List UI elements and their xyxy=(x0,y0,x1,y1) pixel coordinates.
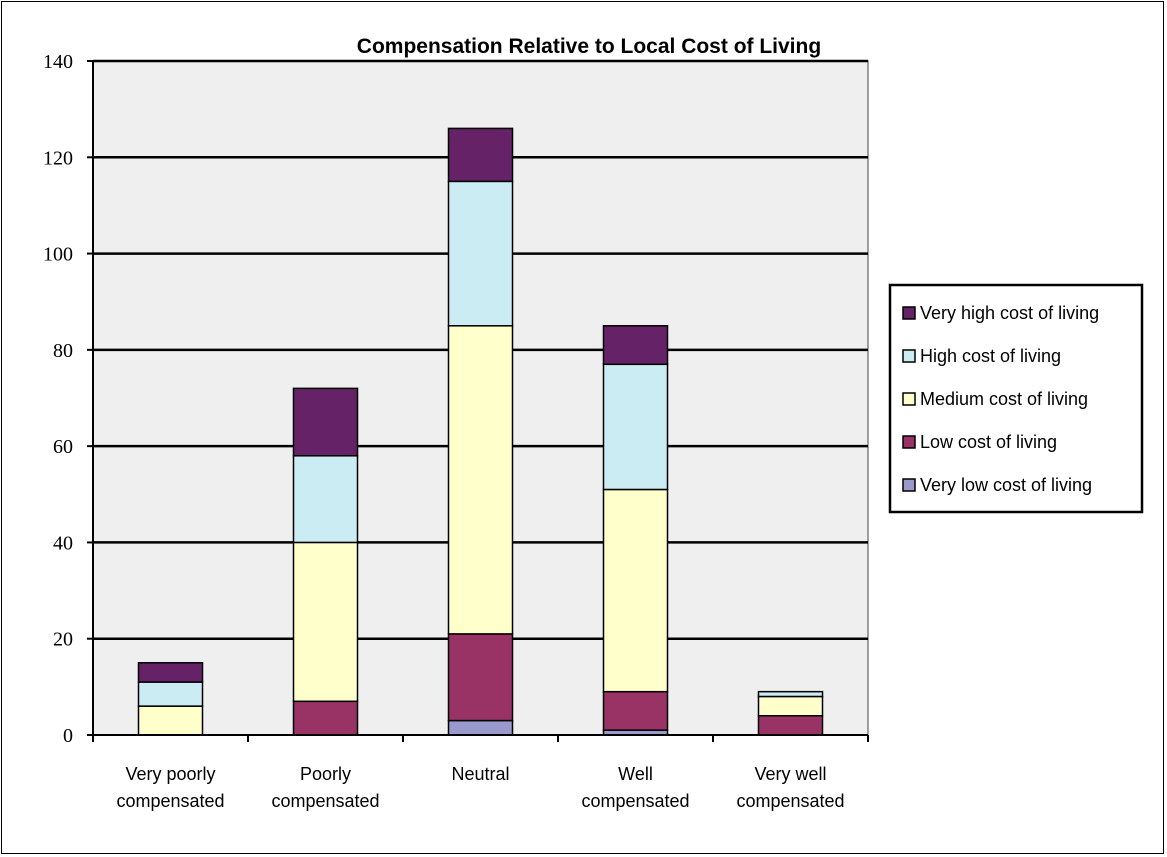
x-tick-label: compensated xyxy=(736,791,844,811)
legend-label: Low cost of living xyxy=(920,432,1057,452)
bar-very-low-cost-of-living-2 xyxy=(447,719,514,736)
bar-low-cost-of-living-2 xyxy=(447,633,514,722)
y-tick-label: 140 xyxy=(43,51,73,73)
legend xyxy=(888,283,1144,514)
x-tick-label: Very well xyxy=(754,764,826,784)
legend-swatch xyxy=(902,478,916,492)
bar-medium-cost-of-living-3 xyxy=(602,488,669,693)
bar-very-high-cost-of-living-0 xyxy=(137,662,204,683)
x-tick-label: Poorly xyxy=(300,764,351,784)
y-tick-label: 120 xyxy=(43,147,73,169)
bar-medium-cost-of-living-1 xyxy=(292,541,359,703)
bar-high-cost-of-living-0 xyxy=(137,681,204,707)
bar-high-cost-of-living-4 xyxy=(757,690,824,698)
legend-label: Very high cost of living xyxy=(920,303,1099,323)
x-tick-label: Neutral xyxy=(451,764,509,784)
bar-medium-cost-of-living-4 xyxy=(757,695,824,717)
y-tick-label: 0 xyxy=(63,725,73,747)
legend-label: Very low cost of living xyxy=(920,475,1092,495)
y-tick-label: 40 xyxy=(53,532,73,554)
bar-high-cost-of-living-1 xyxy=(292,455,359,544)
bar-very-high-cost-of-living-1 xyxy=(292,387,359,457)
chart-title: Compensation Relative to Local Cost of L… xyxy=(357,35,821,58)
bar-high-cost-of-living-3 xyxy=(602,363,669,491)
bar-low-cost-of-living-1 xyxy=(292,700,359,736)
x-tick-label: Very poorly xyxy=(125,764,215,784)
legend-swatch xyxy=(902,392,916,406)
bar-high-cost-of-living-2 xyxy=(447,180,514,327)
bar-low-cost-of-living-3 xyxy=(602,690,669,731)
bar-medium-cost-of-living-0 xyxy=(137,705,204,736)
x-tick-label: compensated xyxy=(581,791,689,811)
y-tick-label: 100 xyxy=(43,244,73,266)
legend-swatch xyxy=(902,349,916,363)
bar-medium-cost-of-living-2 xyxy=(447,325,514,635)
y-tick-label: 20 xyxy=(53,629,73,651)
bar-very-high-cost-of-living-2 xyxy=(447,127,514,183)
x-tick-label: compensated xyxy=(116,791,224,811)
legend-label: High cost of living xyxy=(920,346,1061,366)
legend-swatch xyxy=(902,306,916,320)
legend-swatch xyxy=(902,435,916,449)
y-tick-label: 80 xyxy=(53,340,73,362)
x-tick-label: Well xyxy=(618,764,653,784)
x-tick-label: compensated xyxy=(271,791,379,811)
y-tick-label: 60 xyxy=(53,436,73,458)
legend-label: Medium cost of living xyxy=(920,389,1088,409)
bar-very-high-cost-of-living-3 xyxy=(602,325,669,366)
bar-low-cost-of-living-4 xyxy=(757,714,824,736)
